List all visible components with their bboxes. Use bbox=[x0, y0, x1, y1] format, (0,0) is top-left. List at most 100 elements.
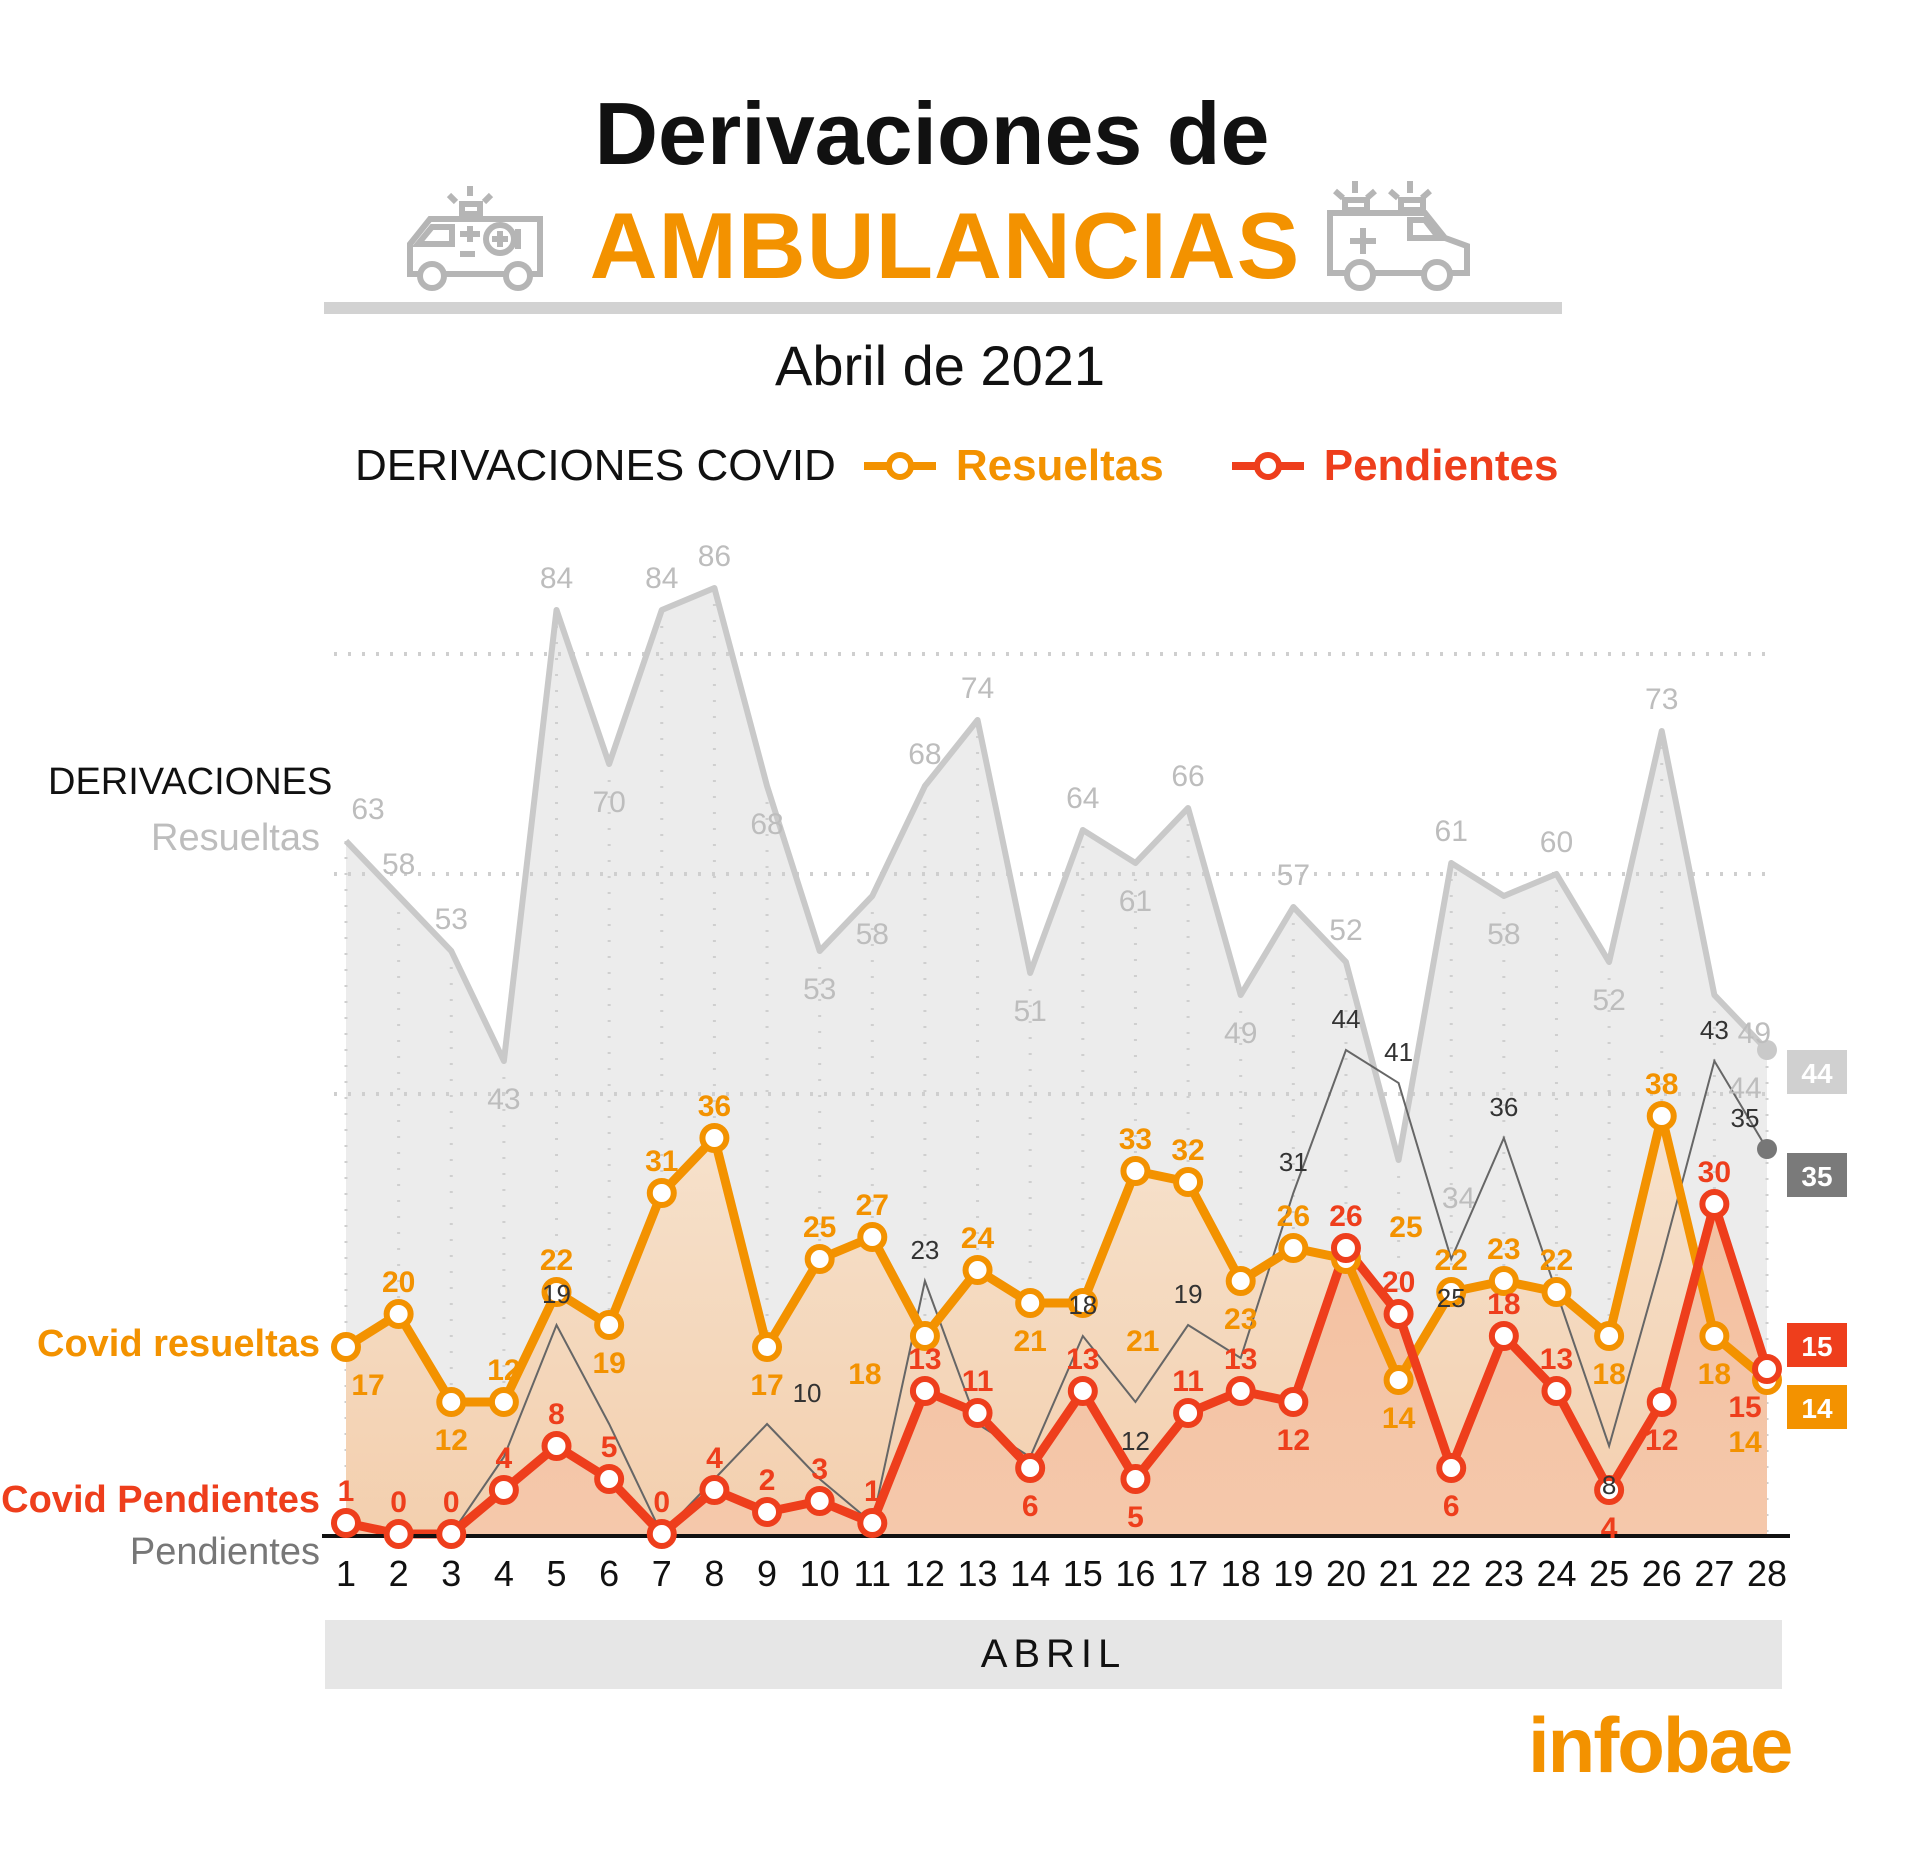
x-tick-label: 13 bbox=[958, 1553, 998, 1594]
end-tag-value: 44 bbox=[1801, 1058, 1833, 1089]
data-label: 12 bbox=[487, 1354, 520, 1387]
data-label: 20 bbox=[1382, 1266, 1415, 1299]
data-label: 8 bbox=[548, 1398, 565, 1431]
data-label: 70 bbox=[592, 786, 625, 819]
data-label: 23 bbox=[1487, 1233, 1520, 1266]
data-label: 1 bbox=[864, 1475, 881, 1508]
x-tick-label: 19 bbox=[1273, 1553, 1313, 1594]
x-tick-label: 20 bbox=[1326, 1553, 1366, 1594]
data-label: 18 bbox=[848, 1358, 881, 1391]
line-marker-icon bbox=[1231, 452, 1304, 480]
data-label: 34 bbox=[1442, 1182, 1475, 1215]
data-label: 0 bbox=[443, 1486, 460, 1519]
data-label: 58 bbox=[1487, 918, 1520, 951]
data-label: 18 bbox=[1068, 1290, 1097, 1320]
data-label: 73 bbox=[1645, 683, 1678, 716]
x-tick-label: 7 bbox=[652, 1553, 672, 1594]
data-label: 25 bbox=[1389, 1211, 1422, 1244]
data-label: 51 bbox=[1013, 995, 1046, 1028]
point-covid-resueltas bbox=[1594, 1321, 1625, 1351]
data-label: 0 bbox=[653, 1486, 670, 1519]
point-covid-resueltas bbox=[1173, 1167, 1204, 1197]
data-label: 13 bbox=[1540, 1343, 1573, 1376]
data-label: 31 bbox=[1279, 1147, 1308, 1177]
data-label: 11 bbox=[1172, 1365, 1204, 1398]
line-covid-pendientes bbox=[345, 1199, 1772, 1539]
data-label: 4 bbox=[1601, 1512, 1618, 1545]
point-covid-resueltas bbox=[752, 1332, 783, 1362]
data-label: 68 bbox=[908, 738, 941, 771]
data-label: 18 bbox=[1487, 1288, 1520, 1321]
data-label: 18 bbox=[1698, 1358, 1731, 1391]
ambulance-icon bbox=[1325, 178, 1475, 303]
label-pendientes: Pendientes bbox=[129, 1531, 320, 1573]
title-line1: Derivaciones de bbox=[594, 84, 1270, 183]
x-tick-label: 2 bbox=[389, 1553, 409, 1594]
x-tick-label: 16 bbox=[1115, 1553, 1155, 1594]
legend: DERIVACIONES COVID Resueltas Pendientes bbox=[355, 436, 1624, 496]
x-tick-label: 15 bbox=[1063, 1553, 1103, 1594]
data-label: 19 bbox=[1174, 1279, 1203, 1309]
end-tag bbox=[1787, 1385, 1847, 1429]
data-label: 68 bbox=[750, 808, 783, 841]
data-label: 36 bbox=[698, 1090, 731, 1123]
data-label: 49 bbox=[1738, 1017, 1771, 1050]
x-tick-label: 4 bbox=[494, 1553, 514, 1594]
data-label: 12 bbox=[435, 1424, 468, 1457]
data-label: 43 bbox=[487, 1083, 520, 1116]
data-label: 25 bbox=[1437, 1283, 1466, 1313]
point-covid-pendientes bbox=[1067, 1376, 1098, 1406]
data-label: 53 bbox=[803, 973, 836, 1006]
point-covid-resueltas bbox=[909, 1321, 940, 1351]
data-label: 4 bbox=[706, 1442, 723, 1475]
point-covid-resueltas bbox=[1067, 1288, 1098, 1318]
data-label: 86 bbox=[698, 540, 731, 573]
infobae-logo: infobae bbox=[1528, 1701, 1793, 1789]
ambulance-icon bbox=[400, 184, 550, 304]
point-covid-pendientes bbox=[1383, 1299, 1414, 1329]
data-label: 26 bbox=[1277, 1200, 1310, 1233]
area-covid-pendientes bbox=[346, 1204, 1767, 1534]
x-tick-label: 24 bbox=[1536, 1553, 1576, 1594]
title-line2: AMBULANCIAS bbox=[589, 193, 1301, 298]
data-label: 1 bbox=[338, 1475, 355, 1508]
x-axis-title: ABRIL bbox=[325, 1620, 1782, 1689]
point-covid-pendientes bbox=[1436, 1453, 1467, 1483]
x-tick-label: 17 bbox=[1168, 1553, 1208, 1594]
point-covid-resueltas bbox=[1278, 1233, 1309, 1263]
end-tag-value: 35 bbox=[1801, 1161, 1832, 1192]
point-covid-resueltas bbox=[488, 1387, 519, 1417]
data-label: 44 bbox=[1728, 1072, 1761, 1105]
x-tick-label: 12 bbox=[905, 1553, 945, 1594]
point-covid-resueltas bbox=[857, 1222, 888, 1252]
data-label: 58 bbox=[856, 918, 889, 951]
x-tick-label: 14 bbox=[1010, 1553, 1050, 1594]
x-tick-label: 6 bbox=[599, 1553, 619, 1594]
line-covid-resueltas bbox=[343, 1111, 1770, 1407]
data-label: 19 bbox=[592, 1347, 625, 1380]
data-label: 53 bbox=[435, 903, 468, 936]
x-tick-label: 25 bbox=[1589, 1553, 1629, 1594]
point-pendientes-end bbox=[1757, 1139, 1777, 1159]
point-covid-resueltas bbox=[1488, 1266, 1519, 1296]
data-label: 3 bbox=[811, 1453, 828, 1486]
point-covid-pendientes bbox=[1752, 1354, 1782, 1384]
data-label: 38 bbox=[1645, 1068, 1678, 1101]
data-label: 6 bbox=[1443, 1490, 1460, 1523]
legend-label: Resueltas bbox=[955, 441, 1164, 490]
data-label: 58 bbox=[382, 848, 415, 881]
legend-item-resueltas: Resueltas bbox=[862, 441, 1164, 491]
point-covid-pendientes bbox=[1015, 1453, 1046, 1483]
data-label: 4 bbox=[496, 1442, 513, 1475]
data-label: 61 bbox=[1435, 815, 1468, 848]
point-covid-resueltas bbox=[1120, 1156, 1151, 1186]
data-label: 30 bbox=[1698, 1156, 1731, 1189]
data-label: 19 bbox=[542, 1279, 571, 1309]
point-covid-pendientes bbox=[1699, 1189, 1730, 1219]
data-label: 12 bbox=[1121, 1426, 1150, 1456]
point-covid-resueltas bbox=[1383, 1365, 1414, 1395]
data-label: 13 bbox=[908, 1343, 941, 1376]
data-label: 8 bbox=[1602, 1470, 1616, 1500]
data-label: 20 bbox=[382, 1266, 415, 1299]
point-covid-pendientes bbox=[383, 1519, 414, 1549]
